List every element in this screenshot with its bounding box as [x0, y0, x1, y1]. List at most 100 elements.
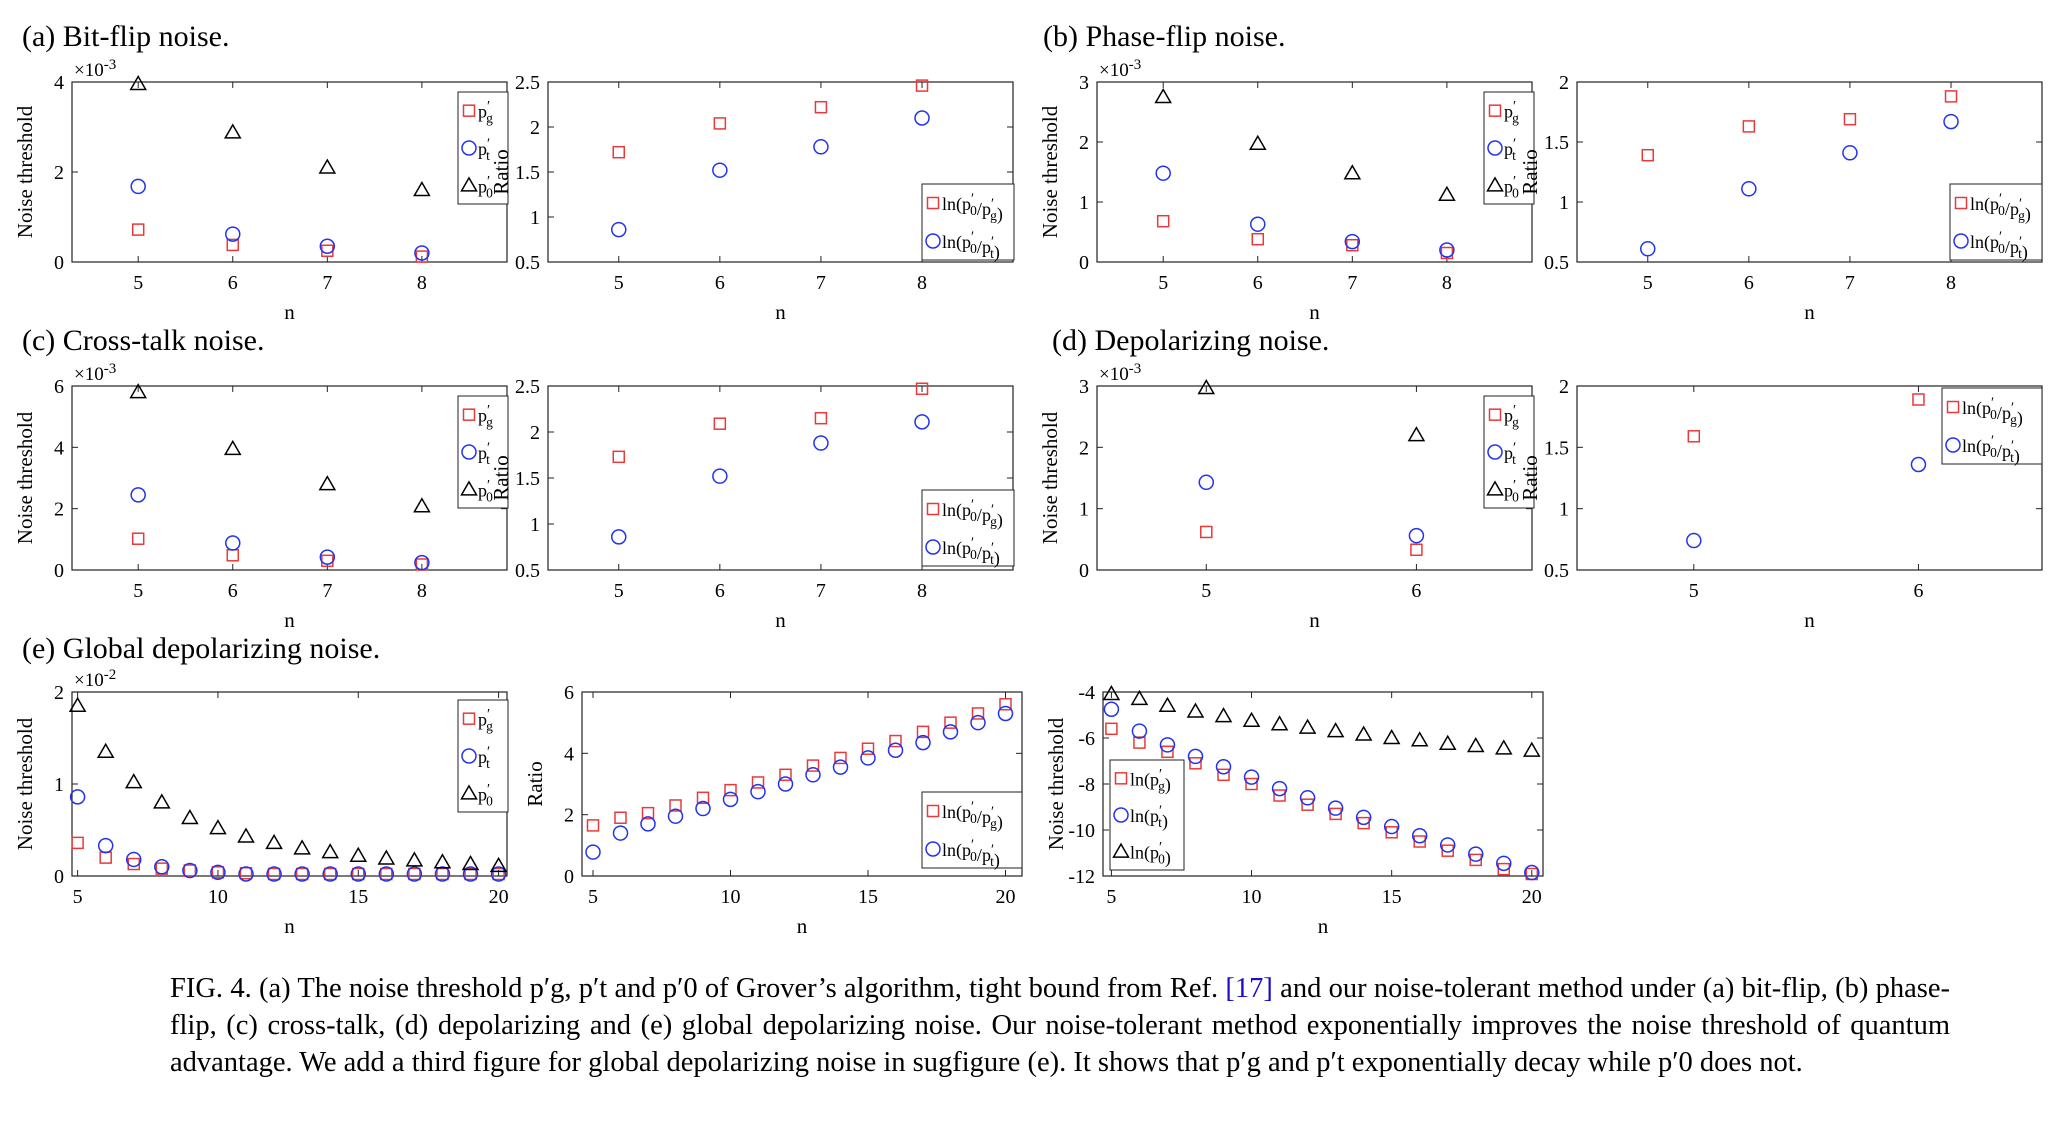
data-point	[724, 783, 737, 797]
legend-marker	[926, 804, 940, 818]
legend-label: p′ t	[478, 136, 490, 163]
x-tick-label: 5	[1643, 272, 1653, 294]
legend-marker	[1487, 444, 1503, 460]
caption-reference-link[interactable]: [17]	[1225, 973, 1273, 1004]
data-point	[1641, 148, 1655, 162]
data-point	[779, 768, 792, 782]
data-point	[1329, 807, 1342, 821]
legend-marker	[461, 140, 477, 156]
data-point	[71, 836, 84, 850]
y-tick-label: 3	[1079, 72, 1089, 94]
legend: ln(p′ 0/p′ g) ln(p′ 0/p′ t)	[1941, 387, 2043, 467]
data-point	[350, 866, 367, 882]
legend: p′ g p′ t p′ 0	[1483, 395, 1535, 509]
y-tick-label: 2	[1559, 376, 1569, 398]
series-1	[1155, 165, 1455, 258]
y-tick-label: 0	[1079, 252, 1089, 274]
y-tick-label: -8	[1078, 774, 1095, 796]
x-tick-label: 5	[1106, 886, 1116, 908]
data-point	[914, 110, 930, 126]
y-tick-label: 4	[54, 437, 64, 459]
legend: ln(p′ g) ln(p′ t) ln(p′ 0)	[1109, 759, 1185, 871]
y-tick-label: 1	[1079, 192, 1089, 214]
data-point	[406, 866, 423, 882]
legend-box	[1941, 387, 2043, 465]
data-point	[695, 800, 711, 817]
x-tick-label: 15	[858, 886, 878, 908]
x-tick-label: 20	[996, 886, 1016, 908]
data-point	[586, 819, 600, 832]
x-tick-label: 6	[715, 272, 725, 294]
y-tick-label: 1.5	[1544, 437, 1569, 459]
x-tick-label: 7	[816, 580, 826, 602]
y-tick-label: 2	[54, 499, 64, 521]
data-point	[225, 226, 241, 242]
x-tick-label: 5	[588, 886, 598, 908]
chart-c-threshold: 5 6 7 8 0 2 4 6 n Noise threshold ×10-3 p′ g p′ t p′ 0	[13, 361, 509, 632]
plot-frame	[71, 385, 508, 571]
x-axis-label: n	[1804, 300, 1815, 324]
axis-exponent: ×10-2	[74, 667, 116, 691]
data-point	[1842, 145, 1858, 161]
x-tick-label: 5	[1201, 580, 1211, 602]
data-point	[860, 750, 876, 766]
data-point	[1522, 741, 1541, 757]
y-tick-label: 0	[54, 252, 64, 274]
x-tick-label: 8	[1946, 272, 1956, 294]
legend-marker	[460, 784, 478, 800]
y-tick-label: 1.5	[515, 468, 540, 490]
data-point	[1469, 853, 1482, 867]
y-axis-label: Noise threshold	[13, 411, 37, 544]
series-0	[612, 382, 929, 464]
legend-label: p′ g	[478, 99, 493, 126]
y-tick-label: 4	[54, 72, 64, 94]
caption-text-1: FIG. 4. (a) The noise threshold p′g, p′t…	[170, 973, 1219, 1004]
y-tick-label: 1	[54, 774, 64, 796]
data-point	[1382, 728, 1401, 745]
data-point	[265, 833, 283, 850]
x-tick-label: 6	[715, 580, 725, 602]
legend-marker	[1112, 842, 1130, 858]
data-point	[125, 851, 142, 868]
legend-marker	[461, 444, 477, 460]
legend-label: p′ t	[478, 744, 490, 771]
plot-frame	[1096, 81, 1533, 263]
data-point	[999, 698, 1012, 711]
data-point	[1466, 737, 1485, 753]
y-tick-label: 1	[530, 207, 540, 229]
data-point	[1943, 113, 1959, 130]
series-0	[71, 836, 505, 881]
data-point	[408, 867, 421, 881]
data-point	[489, 856, 508, 873]
y-tick-label: 0	[1079, 560, 1089, 582]
data-point	[669, 799, 682, 812]
data-point	[1686, 532, 1702, 549]
legend-marker	[1486, 480, 1504, 496]
y-tick-label: 2.5	[515, 376, 540, 398]
data-point	[211, 866, 225, 879]
data-point	[1355, 809, 1372, 826]
section-title-a: (a) Bit-flip noise.	[22, 20, 230, 53]
data-point	[210, 864, 226, 881]
legend-marker	[1945, 437, 1961, 453]
data-point	[318, 475, 337, 491]
data-point	[405, 851, 424, 867]
data-point	[713, 417, 727, 430]
data-point	[777, 776, 794, 792]
chart-e-log: 5 10 15 20 -12 -10 -8 -6 -4 n Noise threshold ln(p′…	[1044, 682, 1544, 938]
data-point	[611, 529, 627, 545]
data-point	[1214, 707, 1233, 723]
data-point	[1494, 739, 1513, 755]
legend-label: ln(p′ 0/p′ t)	[942, 837, 1000, 871]
legend-box	[1483, 395, 1535, 509]
y-tick-label: 2	[54, 162, 64, 184]
x-tick-label: 20	[489, 886, 509, 908]
data-point	[461, 855, 480, 871]
y-tick-label: -6	[1078, 728, 1095, 750]
data-point	[1299, 790, 1316, 806]
data-point	[492, 867, 505, 881]
y-tick-label: 0	[564, 866, 574, 888]
data-point	[1154, 87, 1172, 104]
data-point	[1496, 855, 1512, 872]
legend: ln(p′ 0/p′ g) ln(p′ 0/p′ t)	[921, 791, 1023, 871]
